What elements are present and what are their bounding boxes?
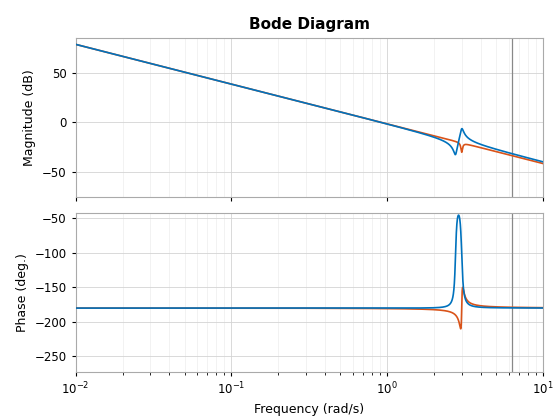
Y-axis label: Phase (deg.): Phase (deg.) (16, 253, 29, 332)
X-axis label: Frequency (rad/s): Frequency (rad/s) (254, 403, 365, 416)
Title: Bode Diagram: Bode Diagram (249, 18, 370, 32)
Y-axis label: Magnitude (dB): Magnitude (dB) (24, 69, 36, 165)
